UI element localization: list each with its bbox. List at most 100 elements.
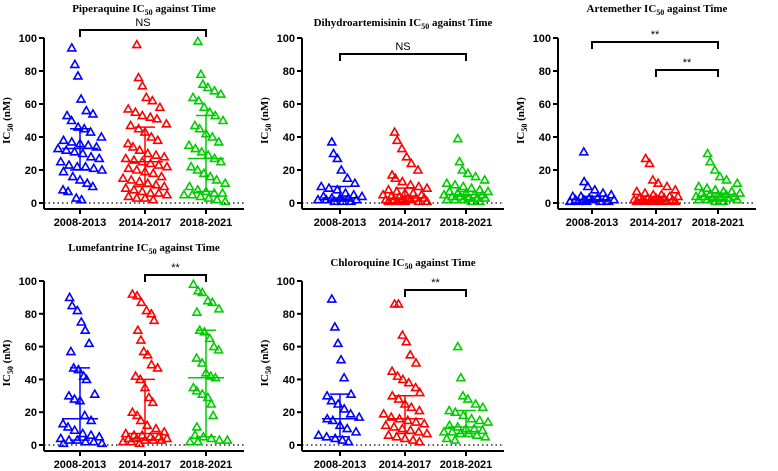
data-point-triangle	[405, 157, 417, 168]
y-tick-label: 20	[539, 165, 551, 177]
data-point-triangle	[401, 151, 412, 161]
data-point-triangle	[313, 429, 324, 439]
data-point-triangle	[337, 195, 349, 206]
chart-title-text: against Time	[412, 257, 475, 269]
data-point-triangle	[726, 185, 738, 196]
data-point-triangle	[192, 285, 204, 295]
data-point-triangle	[161, 189, 173, 199]
data-point-triangle	[80, 161, 91, 171]
x-tick-label: 2018-2021	[692, 217, 745, 229]
data-point-triangle	[421, 195, 433, 206]
data-point-triangle	[441, 432, 453, 443]
data-point-triangle	[143, 391, 155, 402]
data-point-triangle	[66, 299, 78, 310]
data-point-triangle	[152, 362, 163, 372]
data-point-triangle	[385, 411, 397, 421]
data-point-triangle	[449, 179, 461, 189]
data-point-triangle	[153, 159, 165, 169]
chart-title-text: Lumefantrine IC	[68, 242, 148, 254]
data-point-triangle	[196, 357, 208, 367]
data-point-triangle	[471, 429, 483, 439]
data-point-triangle	[85, 429, 97, 439]
data-point-triangle	[383, 184, 394, 194]
data-point-triangle	[82, 139, 94, 150]
chart-title: Lumefantrine IC50 against Time	[68, 242, 220, 256]
data-point-triangle	[81, 177, 93, 187]
data-point-triangle	[693, 194, 705, 204]
data-point-triangle	[79, 324, 91, 334]
data-point-triangle	[397, 373, 409, 384]
data-point-triangle	[145, 187, 156, 197]
y-axis-label-text: (nM)	[1, 339, 13, 366]
data-point-triangle	[455, 372, 467, 382]
significance-label: **	[651, 29, 660, 41]
data-point-triangle	[150, 149, 162, 159]
y-axis-label-subscript: 50	[6, 366, 15, 374]
data-point-triangle	[327, 414, 339, 425]
data-point-triangle	[441, 194, 453, 204]
significance-bracket	[339, 53, 467, 61]
chart-panel: Dihydroartemisinin IC50 against TimeIC50…	[259, 17, 504, 229]
data-point-triangle	[457, 390, 469, 400]
x-tick-label: 2018-2021	[180, 217, 233, 229]
data-point-triangle	[79, 409, 91, 420]
data-point-triangle	[57, 184, 69, 194]
data-point-triangle	[709, 164, 721, 174]
y-tick-label: 0	[545, 198, 551, 210]
data-point-triangle	[413, 426, 425, 436]
data-point-triangle	[120, 152, 132, 163]
data-point-triangle	[349, 177, 361, 187]
data-point-triangle	[418, 418, 430, 428]
data-point-triangle	[572, 195, 584, 206]
data-point-triangle	[413, 180, 425, 191]
data-point-triangle	[731, 177, 743, 187]
x-tick-label: 2018-2021	[440, 459, 493, 471]
data-point-triangle	[205, 432, 217, 443]
data-point-triangle	[131, 38, 143, 49]
data-point-triangle	[326, 395, 337, 405]
data-point-triangle	[213, 303, 225, 313]
y-tick-label: 20	[283, 407, 295, 419]
data-point-triangle	[578, 175, 590, 186]
data-point-triangle	[204, 170, 216, 181]
data-point-triangle	[194, 123, 206, 133]
data-point-triangle	[61, 109, 73, 120]
data-point-triangle	[410, 416, 422, 426]
data-point-triangle	[466, 195, 477, 206]
data-point-triangle	[196, 286, 208, 297]
data-point-triangle	[66, 42, 78, 52]
data-point-triangle	[196, 146, 208, 156]
data-point-triangle	[189, 119, 201, 130]
data-point-triangle	[350, 426, 362, 436]
data-point-triangle	[69, 393, 80, 403]
y-tick-label: 100	[19, 276, 37, 288]
data-point-triangle	[191, 421, 203, 431]
data-point-triangle	[326, 293, 338, 303]
data-point-triangle	[75, 93, 87, 103]
data-point-triangle	[195, 190, 206, 201]
data-point-triangle	[147, 167, 159, 178]
data-point-triangle	[137, 80, 148, 90]
data-point-triangle	[142, 349, 153, 359]
data-point-triangle	[150, 179, 162, 189]
data-point-triangle	[661, 180, 673, 191]
data-point-triangle	[69, 58, 81, 69]
data-point-triangle	[139, 192, 151, 202]
data-point-triangle	[195, 68, 207, 79]
data-point-triangle	[65, 345, 77, 356]
data-point-triangle	[479, 174, 491, 184]
data-point-triangle	[631, 195, 643, 206]
data-point-triangle	[80, 104, 92, 115]
y-axis-label-text: (nM)	[515, 97, 527, 124]
data-point-triangle	[323, 182, 335, 192]
data-point-triangle	[217, 114, 229, 125]
data-point-triangle	[191, 352, 202, 362]
data-point-triangle	[70, 192, 82, 202]
data-point-triangle	[133, 123, 145, 133]
data-point-triangle	[161, 432, 173, 443]
data-point-triangle	[383, 195, 394, 206]
y-tick-label: 100	[19, 33, 37, 45]
y-axis-label-subscript: 50	[264, 124, 273, 132]
chart-title: Artemether IC50 against Time	[587, 3, 728, 17]
